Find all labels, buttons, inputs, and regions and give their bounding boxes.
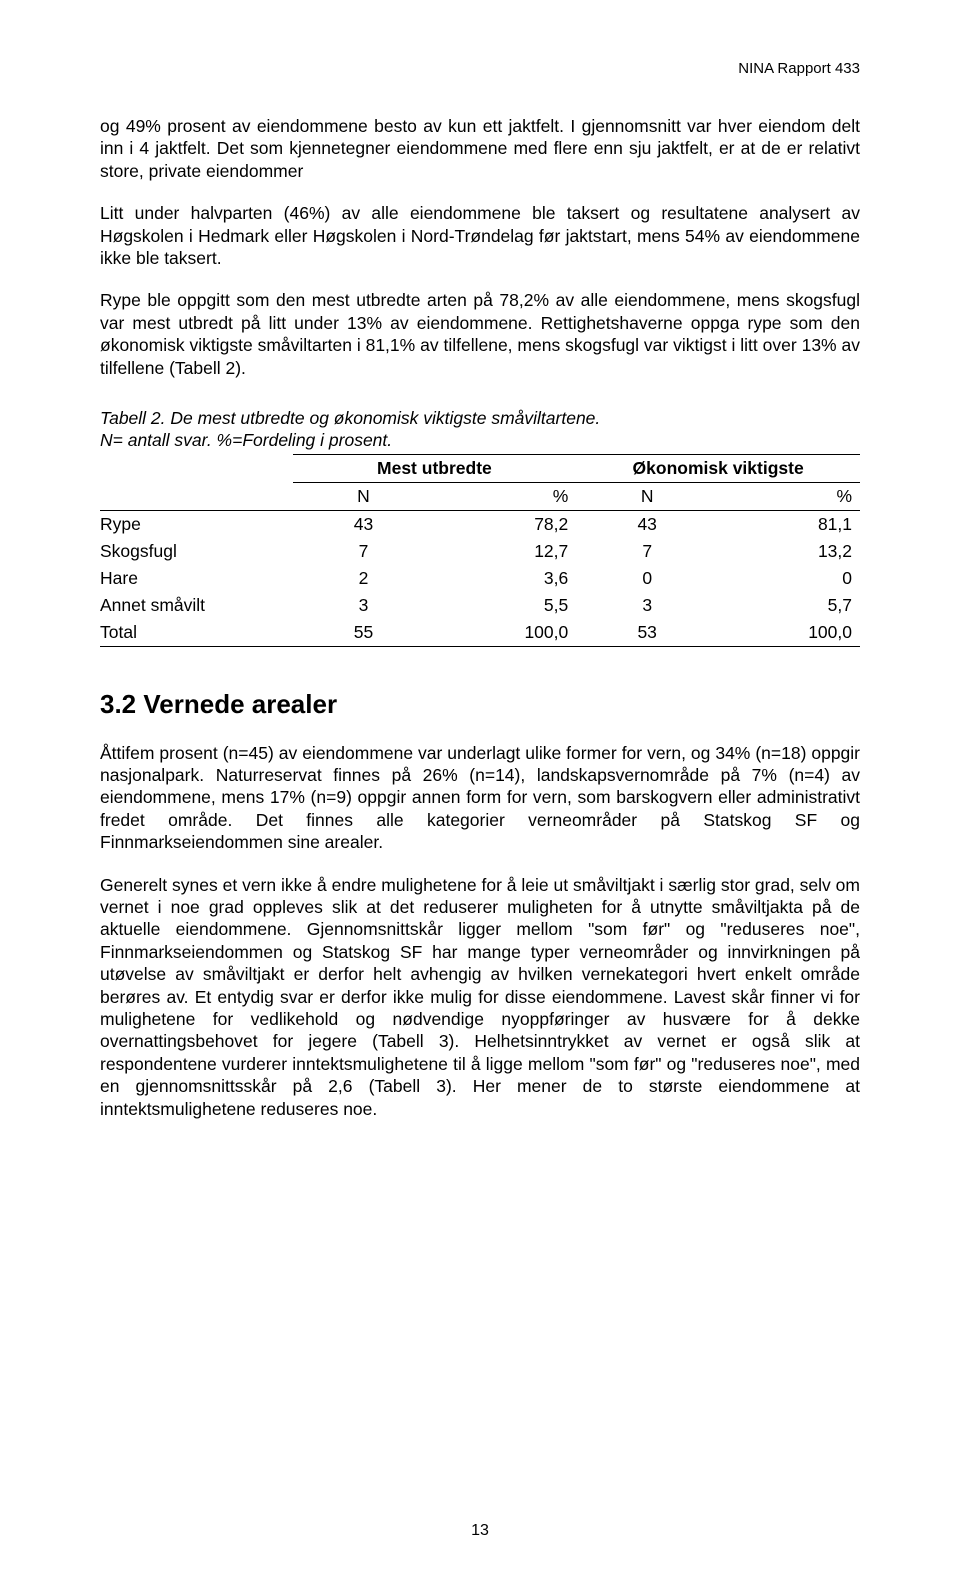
row-n2: 0 [576, 565, 718, 592]
paragraph-3: Rype ble oppgitt som den mest utbredte a… [100, 289, 860, 379]
table-row: Skogsfugl 7 12,7 7 13,2 [100, 538, 860, 565]
row-p1: 78,2 [434, 510, 576, 538]
paragraph-5: Generelt synes et vern ikke å endre muli… [100, 874, 860, 1120]
super-header-1: Mest utbredte [293, 454, 577, 482]
row-p2: 13,2 [718, 538, 860, 565]
table-caption-line1: Tabell 2. De mest utbredte og økonomisk … [100, 408, 600, 428]
row-p2: 0 [718, 565, 860, 592]
paragraph-2: Litt under halvparten (46%) av alle eien… [100, 202, 860, 269]
row-n1: 3 [293, 592, 435, 619]
row-n1: 7 [293, 538, 435, 565]
total-n1: 55 [293, 619, 435, 647]
section-heading: 3.2 Vernede arealer [100, 689, 860, 720]
row-n1: 43 [293, 510, 435, 538]
table-caption-line2: N= antall svar. %=Fordeling i prosent. [100, 430, 392, 450]
row-label: Annet småvilt [100, 592, 293, 619]
row-n2: 7 [576, 538, 718, 565]
row-p2: 81,1 [718, 510, 860, 538]
sub-header-p1: % [434, 482, 576, 510]
table-sub-header-row: N % N % [100, 482, 860, 510]
total-p2: 100,0 [718, 619, 860, 647]
table-row: Annet småvilt 3 5,5 3 5,7 [100, 592, 860, 619]
page-number: 13 [0, 1522, 960, 1540]
table-super-header-row: Mest utbredte Økonomisk viktigste [100, 454, 860, 482]
total-n2: 53 [576, 619, 718, 647]
row-n1: 2 [293, 565, 435, 592]
total-label: Total [100, 619, 293, 647]
row-p1: 3,6 [434, 565, 576, 592]
sub-header-p2: % [718, 482, 860, 510]
row-label: Hare [100, 565, 293, 592]
row-label: Skogsfugl [100, 538, 293, 565]
row-p2: 5,7 [718, 592, 860, 619]
row-label: Rype [100, 510, 293, 538]
super-header-2: Økonomisk viktigste [576, 454, 860, 482]
table-row: Rype 43 78,2 43 81,1 [100, 510, 860, 538]
table-total-row: Total 55 100,0 53 100,0 [100, 619, 860, 647]
paragraph-1: og 49% prosent av eiendommene besto av k… [100, 115, 860, 182]
row-p1: 12,7 [434, 538, 576, 565]
total-p1: 100,0 [434, 619, 576, 647]
paragraph-4: Åttifem prosent (n=45) av eiendommene va… [100, 742, 860, 854]
table-caption: Tabell 2. De mest utbredte og økonomisk … [100, 407, 860, 452]
table-row: Hare 2 3,6 0 0 [100, 565, 860, 592]
row-n2: 43 [576, 510, 718, 538]
sub-header-n1: N [293, 482, 435, 510]
report-header: NINA Rapport 433 [100, 60, 860, 77]
sub-header-n2: N [576, 482, 718, 510]
row-n2: 3 [576, 592, 718, 619]
row-p1: 5,5 [434, 592, 576, 619]
species-table: Mest utbredte Økonomisk viktigste N % N … [100, 454, 860, 647]
